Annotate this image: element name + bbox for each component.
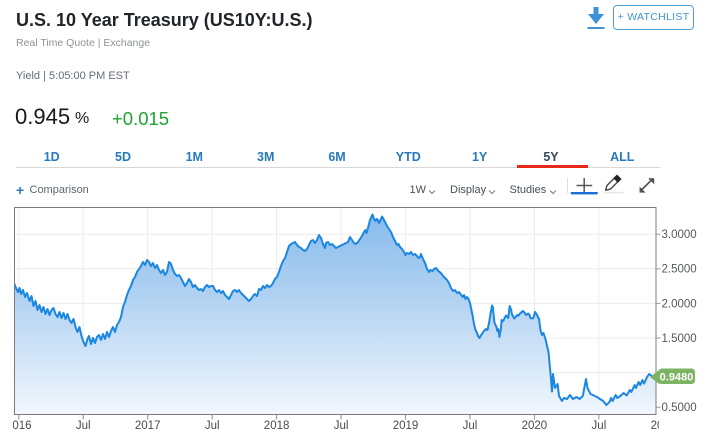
svg-text:2.5000: 2.5000 bbox=[662, 264, 697, 276]
svg-text:3.0000: 3.0000 bbox=[662, 229, 697, 241]
svg-text:Jul: Jul bbox=[205, 420, 220, 432]
svg-text:Jul: Jul bbox=[76, 420, 91, 432]
svg-text:2017: 2017 bbox=[135, 420, 161, 432]
svg-text:1.5000: 1.5000 bbox=[662, 333, 697, 345]
svg-text:2018: 2018 bbox=[264, 420, 290, 432]
svg-text:Jul: Jul bbox=[592, 420, 607, 432]
svg-text:2019: 2019 bbox=[393, 420, 419, 432]
svg-text:Jul: Jul bbox=[463, 420, 478, 432]
svg-text:0.9480: 0.9480 bbox=[660, 371, 694, 383]
svg-text:2016: 2016 bbox=[6, 420, 32, 432]
svg-text:2021: 2021 bbox=[651, 420, 677, 432]
svg-text:2.0000: 2.0000 bbox=[662, 298, 697, 310]
svg-text:Jul: Jul bbox=[334, 420, 349, 432]
svg-text:0.5000: 0.5000 bbox=[662, 402, 697, 414]
svg-text:2020: 2020 bbox=[522, 420, 548, 432]
